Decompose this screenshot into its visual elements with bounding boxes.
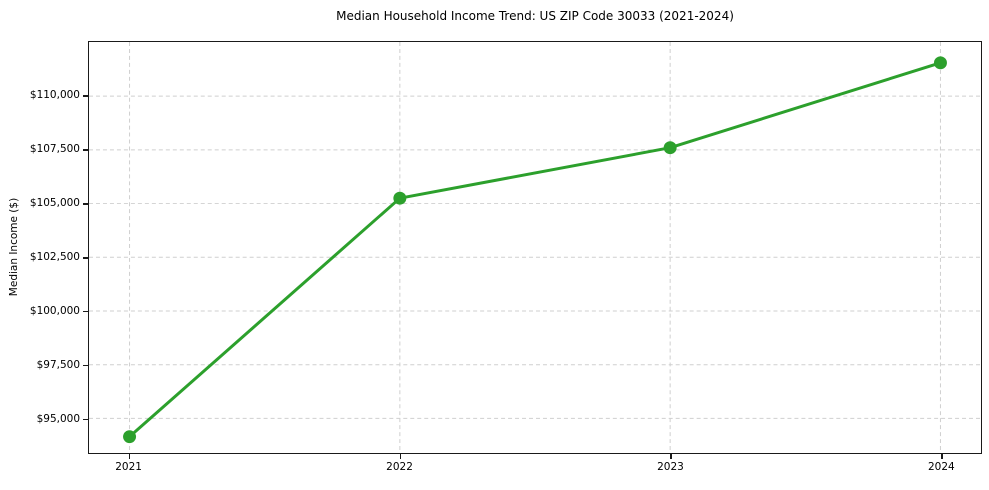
x-tick-label: 2022: [386, 461, 413, 473]
data-point-2022: [393, 191, 407, 205]
y-tick-mark: [83, 419, 88, 421]
data-point-2024: [933, 56, 947, 70]
y-tick-label: $107,500: [29, 143, 80, 156]
y-tick-label: $102,500: [29, 251, 80, 264]
x-tick-label: 2024: [927, 461, 955, 473]
line-chart-canvas: [89, 42, 981, 453]
plot-area: [88, 41, 982, 454]
y-tick-label: $97,500: [36, 359, 80, 372]
y-tick-label: $100,000: [29, 305, 80, 318]
y-axis-label: Median Income ($): [8, 197, 20, 297]
y-tick-mark: [83, 95, 88, 97]
y-tick-mark: [83, 203, 88, 205]
chart-title: Median Household Income Trend: US ZIP Co…: [336, 9, 734, 23]
x-tick-mark: [128, 454, 130, 459]
y-tick-label: $105,000: [29, 197, 80, 210]
y-tick-label: $95,000: [36, 413, 80, 426]
x-tick-mark: [399, 454, 401, 459]
data-point-2021: [123, 430, 137, 444]
data-point-2023: [663, 141, 677, 155]
y-tick-mark: [83, 311, 88, 313]
y-tick-label: $110,000: [29, 89, 80, 102]
y-tick-mark: [83, 257, 88, 259]
y-tick-mark: [83, 365, 88, 367]
x-tick-mark: [941, 454, 943, 459]
trend-line: [128, 61, 942, 439]
x-tick-mark: [670, 454, 672, 459]
x-tick-label: 2023: [657, 461, 684, 473]
x-tick-label: 2021: [115, 461, 142, 473]
y-tick-mark: [83, 149, 88, 151]
